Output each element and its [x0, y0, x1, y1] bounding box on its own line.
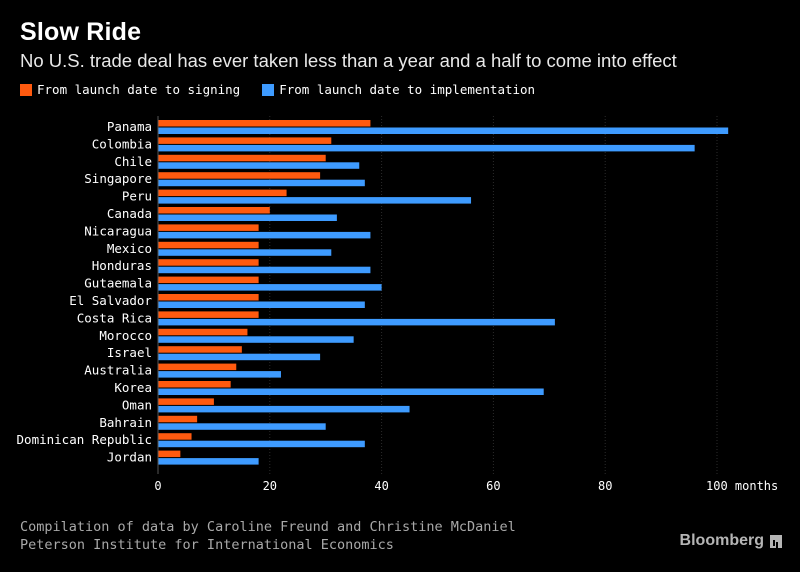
source-line-2: Peterson Institute for International Eco… [20, 537, 394, 553]
bar-signing [158, 346, 242, 353]
category-label: Dominican Republic [17, 432, 152, 447]
legend-item-implementation: From launch date to implementation [262, 82, 535, 97]
bar-implementation [158, 388, 544, 395]
bar-implementation [158, 162, 360, 169]
legend: From launch date to signing From launch … [20, 82, 557, 97]
legend-item-signing: From launch date to signing [20, 82, 240, 97]
bar-implementation [158, 266, 371, 274]
bar-implementation [158, 197, 472, 204]
bar-signing [158, 398, 214, 405]
bar-signing [158, 207, 270, 214]
x-tick-label: 60 [486, 479, 500, 493]
bar-signing [158, 224, 259, 231]
bar-implementation [158, 301, 365, 308]
bar-implementation [158, 249, 332, 256]
bar-signing [158, 381, 231, 388]
category-label: Colombia [92, 136, 152, 151]
bar-chart: Panama Colombia Chile Singapore Peru Canada Ni… [17, 116, 778, 493]
category-label: Morocco [99, 328, 152, 343]
bar-signing [158, 137, 332, 144]
legend-swatch-implementation [262, 83, 275, 96]
bar-signing [158, 172, 321, 179]
brand-name: Bloomberg [679, 532, 764, 549]
category-label: El Salvador [69, 293, 152, 308]
bar-implementation [158, 423, 326, 430]
chart-subtitle: No U.S. trade deal has ever taken less t… [20, 50, 677, 71]
x-tick-label: 80 [598, 479, 612, 493]
bar-signing [158, 328, 248, 336]
category-label: Israel [107, 345, 152, 360]
bar-implementation [158, 405, 410, 413]
bar-signing [158, 259, 259, 266]
bloomberg-logo: Bloomberg [680, 532, 782, 550]
bar-implementation [158, 336, 354, 343]
bar-signing [158, 189, 287, 197]
bar-signing [158, 154, 326, 162]
bar-implementation [158, 318, 555, 326]
bar-implementation [158, 284, 382, 291]
category-label: Korea [114, 380, 152, 395]
x-tick-label: 0 [154, 479, 161, 493]
bar-implementation [158, 179, 365, 187]
category-label: Gutaemala [84, 276, 152, 291]
bar-signing [158, 450, 181, 458]
category-label: Peru [122, 189, 152, 204]
category-label: Singapore [84, 171, 152, 186]
source-note: Compilation of data by Caroline Freund a… [20, 518, 516, 554]
x-tick-label: 100 months [706, 479, 778, 493]
bloomberg-icon [770, 534, 782, 548]
category-label: Costa Rica [77, 310, 152, 325]
category-label: Panama [107, 119, 152, 134]
bar-signing [158, 415, 198, 423]
bar-implementation [158, 127, 729, 134]
legend-label-signing: From launch date to signing [37, 82, 241, 97]
bar-signing [158, 241, 259, 249]
bar-signing [158, 363, 237, 371]
x-tick-label: 20 [263, 479, 277, 493]
bar-signing [158, 433, 192, 440]
x-tick-label: 40 [374, 479, 388, 493]
bar-implementation [158, 144, 695, 152]
legend-swatch-signing [20, 83, 32, 96]
category-label: Mexico [107, 241, 152, 256]
bar-implementation [158, 353, 321, 361]
category-label: Bahrain [99, 415, 152, 430]
category-label: Nicaragua [84, 223, 152, 238]
bar-signing [158, 276, 259, 284]
category-label: Oman [122, 397, 152, 412]
category-label: Chile [114, 154, 152, 169]
category-label: Canada [107, 206, 152, 221]
category-label: Jordan [107, 450, 152, 465]
chart-title: Slow Ride [20, 18, 142, 46]
category-label: Honduras [92, 258, 152, 273]
bar-implementation [158, 440, 365, 448]
legend-label-implementation: From launch date to implementation [279, 82, 536, 97]
bar-signing [158, 311, 259, 318]
bar-implementation [158, 231, 371, 239]
category-label: Australia [84, 363, 152, 378]
bar-implementation [158, 214, 337, 221]
bar-signing [158, 294, 259, 301]
source-line-1: Compilation of data by Caroline Freund a… [20, 519, 516, 535]
bar-implementation [158, 371, 281, 378]
bar-signing [158, 120, 371, 127]
bar-implementation [158, 458, 259, 465]
